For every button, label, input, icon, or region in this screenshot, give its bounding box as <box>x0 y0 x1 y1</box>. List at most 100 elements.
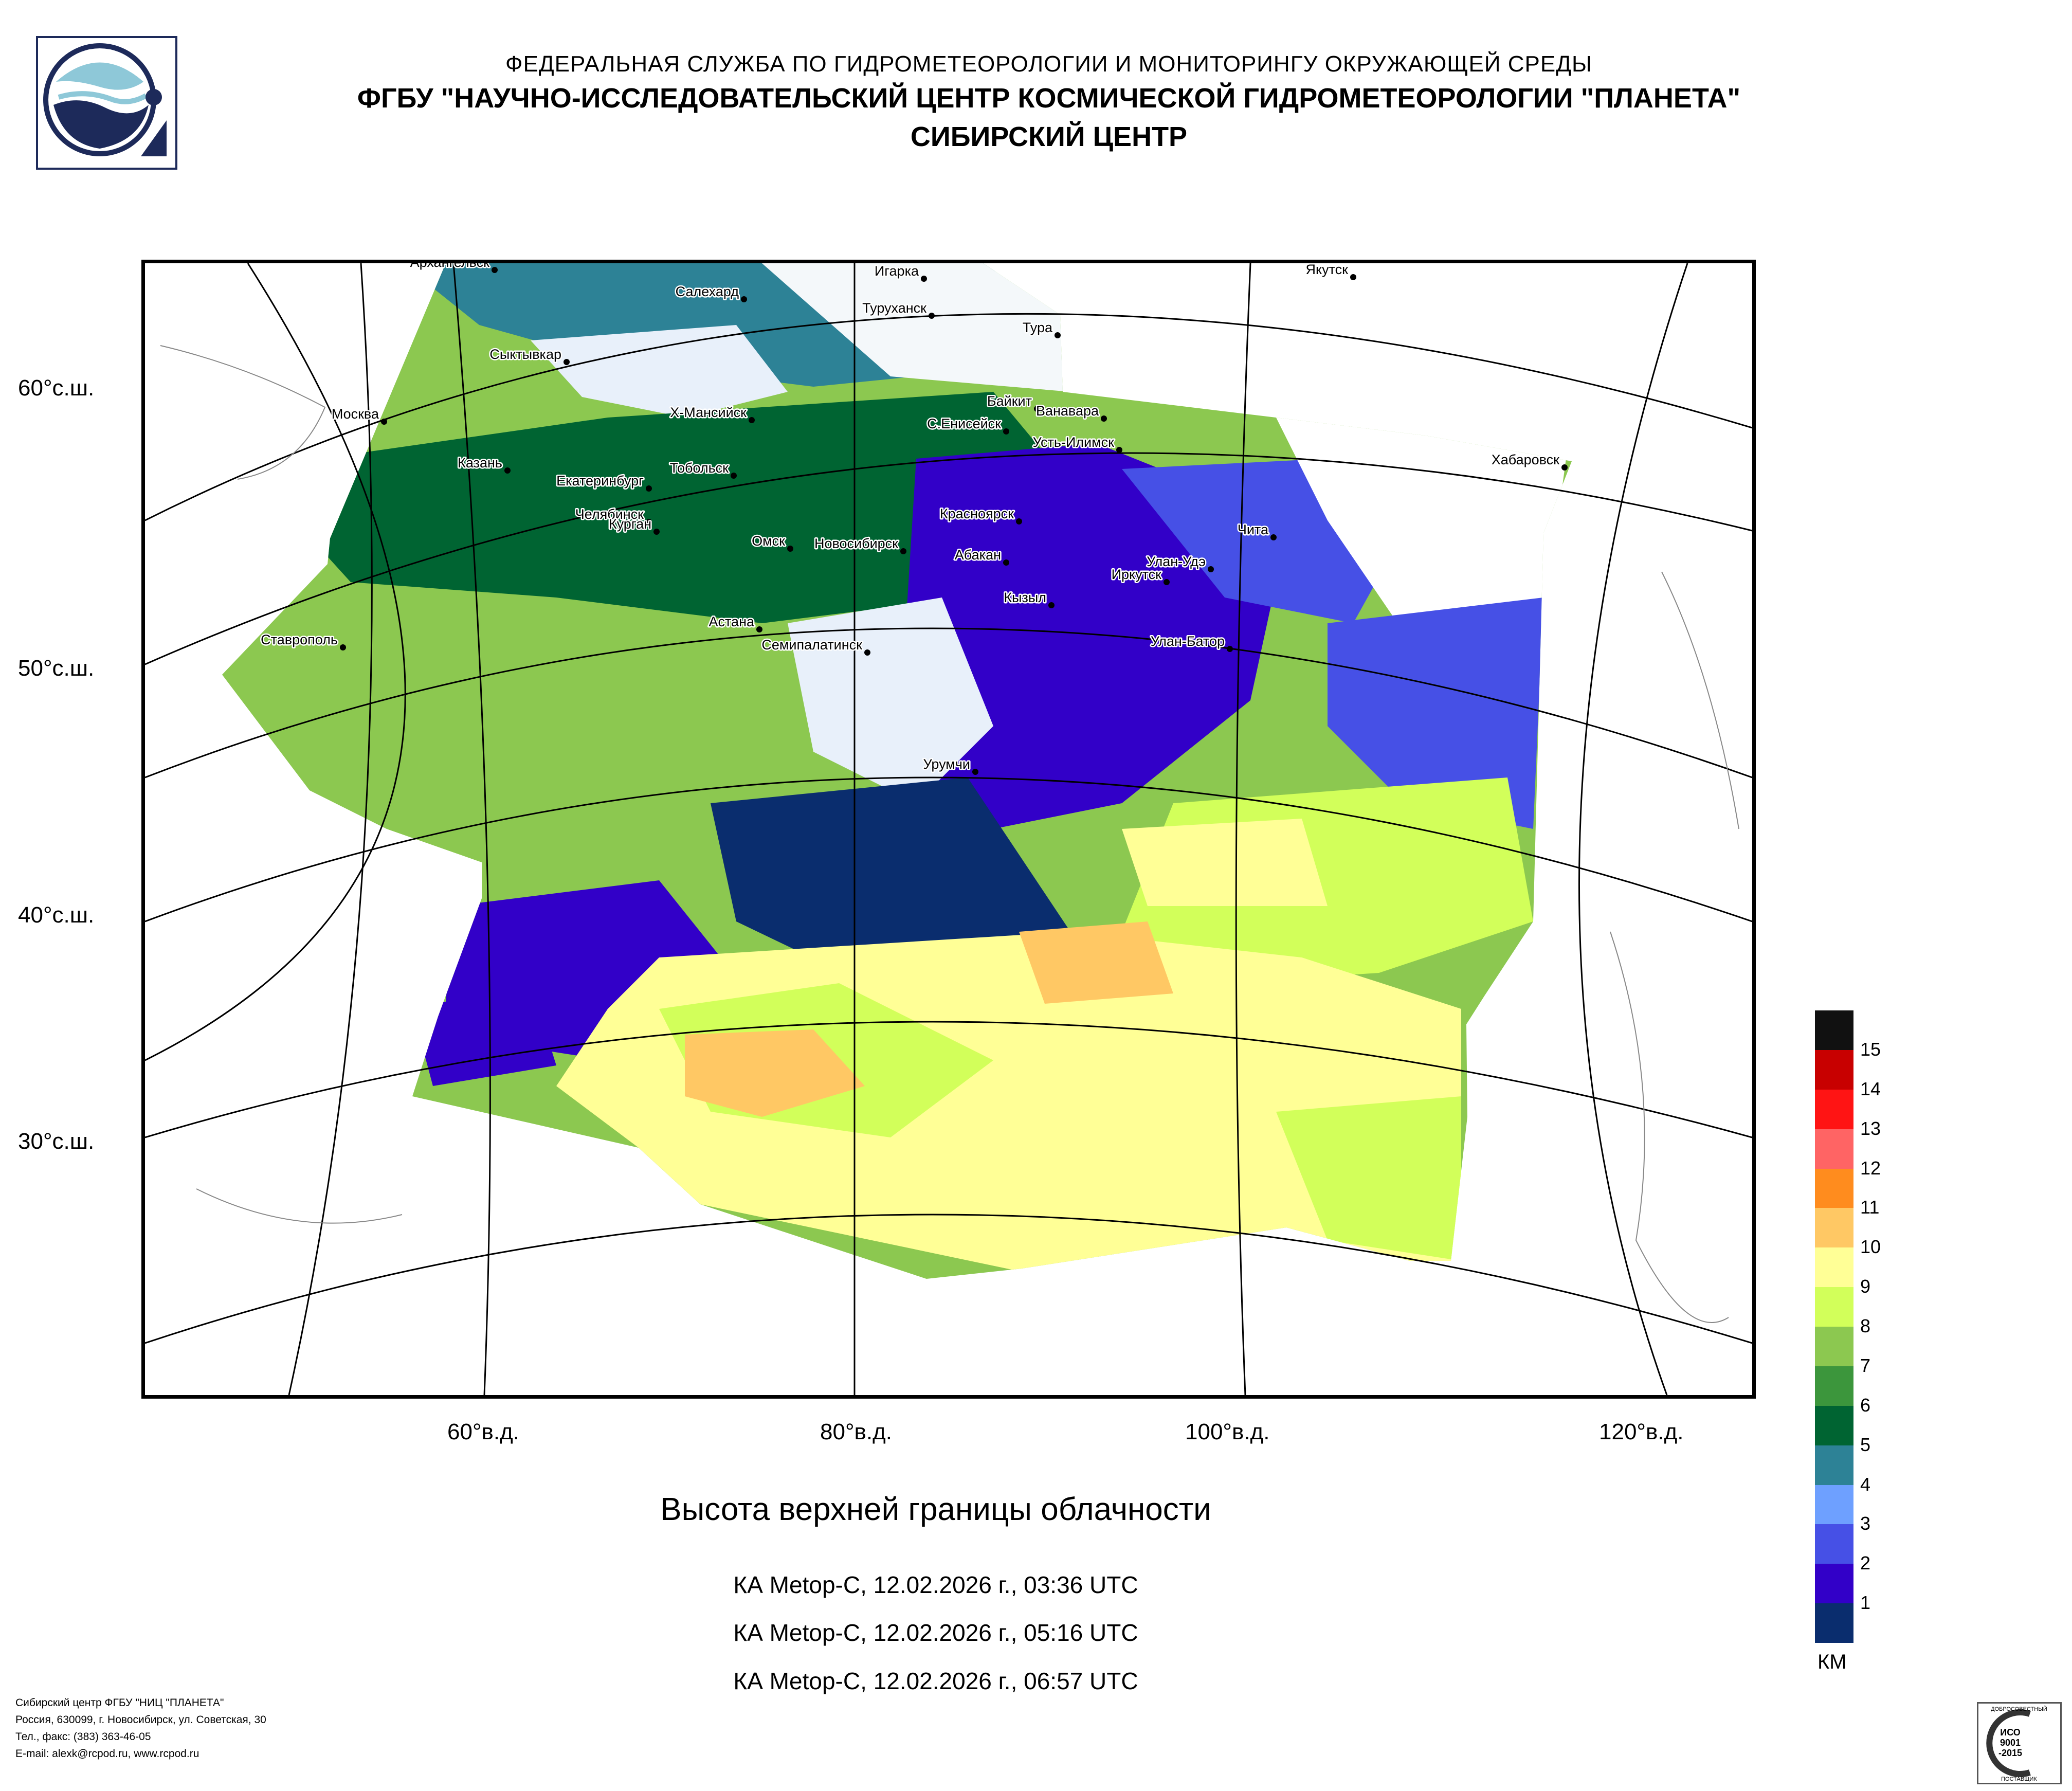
city-label-halo: Семипалатинск <box>761 637 862 653</box>
city-marker <box>1227 646 1233 652</box>
footer-phone: Тел., факс: (383) 363-46-05 <box>15 1731 151 1743</box>
certificate-icon: ДОБРОСОВЕСТНЫЙ ИСО 9001 -2015 ПОСТАВЩИК <box>1986 1706 2047 1782</box>
city-label: Челябинск <box>575 506 644 522</box>
colorbar-label: 13 <box>1860 1117 1881 1139</box>
city-label: Абакан <box>955 547 1001 563</box>
city-label: Тобольск <box>670 460 729 476</box>
city-label-halo: Чита <box>1238 522 1269 537</box>
city-label-halo: Кызыл <box>1004 590 1046 605</box>
pass-line-2: КА Metop-C, 12.02.2026 г., 05:16 UTC <box>733 1619 1138 1646</box>
colorbar-swatch <box>1815 1564 1853 1604</box>
city-marker <box>1003 559 1009 566</box>
city-label: Сыктывкар <box>489 347 561 362</box>
city-label: Красноярск <box>940 506 1014 521</box>
city-marker <box>1350 274 1356 280</box>
colorbar-label: 4 <box>1860 1473 1871 1495</box>
lon-label-100: 100°в.д. <box>1185 1419 1270 1444</box>
lat-label-60: 60°с.ш. <box>18 375 95 401</box>
city-label: Игарка <box>875 263 919 279</box>
city-marker <box>1270 534 1277 540</box>
city-label-halo: Абакан <box>955 547 1001 563</box>
colorbar-label: 6 <box>1860 1394 1871 1416</box>
city-label: Хабаровск <box>1492 452 1559 467</box>
cert-year-text: -2015 <box>1998 1748 2022 1758</box>
city-label-halo: Салехард <box>676 284 739 299</box>
colorbar-swatch <box>1815 1445 1853 1485</box>
city-label-halo: Красноярск <box>940 506 1014 521</box>
city-label: Улан-Батор <box>1151 634 1225 649</box>
lat-label-50: 50°с.ш. <box>18 656 95 681</box>
colorbar-swatch <box>1815 1405 1853 1445</box>
cloud-swath <box>222 263 1572 1279</box>
city-label-halo: Игарка <box>875 263 919 279</box>
city-label-halo: Астана <box>708 614 754 629</box>
city-label-halo: Сыктывкар <box>489 347 561 362</box>
city-label: Ванавара <box>1036 403 1099 419</box>
city-marker <box>646 485 652 492</box>
city-label: Х-Мансийск <box>670 405 747 420</box>
colorbar-swatch <box>1815 1524 1853 1564</box>
city-label: Якутск <box>1306 263 1349 277</box>
city-label: Москва <box>332 406 379 422</box>
city-label-halo: Архангельск <box>410 263 490 270</box>
city-marker <box>731 473 737 479</box>
city-label-halo: Якутск <box>1306 263 1349 277</box>
city-label-halo: Хабаровск <box>1492 452 1559 467</box>
colorbar-swatch <box>1815 1287 1853 1327</box>
cert-top-text: ДОБРОСОВЕСТНЫЙ <box>1991 1706 2047 1712</box>
city-label-halo: Казань <box>458 455 502 471</box>
city-marker <box>340 644 346 650</box>
city-marker <box>787 546 793 552</box>
city-label: Астана <box>708 614 754 629</box>
city-label-halo: Туруханск <box>862 300 926 316</box>
city-label: Курган <box>609 516 651 532</box>
city-label-halo: Урумчи <box>923 756 970 772</box>
city-marker <box>1101 415 1107 422</box>
pass-line-1: КА Metop-C, 12.02.2026 г., 03:36 UTC <box>733 1571 1138 1598</box>
city-label-halo: Екатеринбург <box>556 473 644 489</box>
colorbar-unit: КМ <box>1817 1651 1847 1673</box>
colorbar-swatch <box>1815 1129 1853 1169</box>
colorbar-label: 7 <box>1860 1354 1871 1376</box>
colorbar-label: 11 <box>1860 1197 1880 1218</box>
city-layer: ДиксонДиксонСабетаСабетаНорильскНорильск… <box>260 263 1568 775</box>
city-marker <box>1034 406 1040 412</box>
footer-org: Сибирский центр ФГБУ "НИЦ "ПЛАНЕТА" <box>15 1697 224 1709</box>
city-marker <box>653 529 660 535</box>
city-marker <box>741 296 747 302</box>
city-label-halo: Тобольск <box>670 460 729 476</box>
colorbar-label: 10 <box>1860 1236 1881 1258</box>
city-marker <box>929 313 935 319</box>
city-label: Усть-Илимск <box>1033 435 1115 450</box>
city-marker <box>1048 602 1055 608</box>
iso-certificate-badge: ДОБРОСОВЕСТНЫЙ ИСО 9001 -2015 ПОСТАВЩИК <box>1977 1702 2062 1784</box>
city-label: Семипалатинск <box>761 637 862 653</box>
colorbar-label: 2 <box>1860 1552 1871 1574</box>
city-label: Екатеринбург <box>556 473 644 489</box>
city-label-halo: Улан-Удэ <box>1147 554 1206 569</box>
colorbar-label: 3 <box>1860 1513 1871 1534</box>
colorbar-label: 12 <box>1860 1157 1881 1179</box>
city-marker <box>900 548 906 554</box>
header-center: СИБИРСКИЙ ЦЕНТР <box>910 121 1188 152</box>
city-label-halo: С.Енисейск <box>927 416 1001 431</box>
city-label: Архангельск <box>410 263 490 270</box>
lon-label-80: 80°в.д. <box>820 1419 893 1444</box>
pass-line-3: КА Metop-C, 12.02.2026 г., 06:57 UTC <box>733 1668 1138 1694</box>
map-canvas: ДиксонДиксонСабетаСабетаНорильскНорильск… <box>145 263 1752 1395</box>
city-marker <box>1116 447 1122 453</box>
city-marker <box>864 649 870 656</box>
colorbar-swatch <box>1815 1485 1853 1525</box>
city-label: Тура <box>1023 320 1053 335</box>
cert-bottom-text: ПОСТАВЩИК <box>2001 1776 2037 1782</box>
footer-email: E-mail: alexk@rcpod.ru, www.rcpod.ru <box>15 1748 199 1760</box>
footer-address: Россия, 630099, г. Новосибирск, ул. Сове… <box>15 1714 266 1726</box>
colorbar-label: 1 <box>1860 1592 1871 1614</box>
header-institute: ФГБУ "НАУЧНО-ИССЛЕДОВАТЕЛЬСКИЙ ЦЕНТР КОС… <box>357 83 1741 114</box>
city-marker <box>646 519 652 525</box>
city-label-halo: Ставрополь <box>261 632 338 647</box>
city-label-halo: Байкит <box>987 393 1032 409</box>
city-marker <box>1164 579 1170 585</box>
product-title: Высота верхней границы облачности <box>660 1492 1211 1527</box>
city-marker <box>504 467 511 474</box>
